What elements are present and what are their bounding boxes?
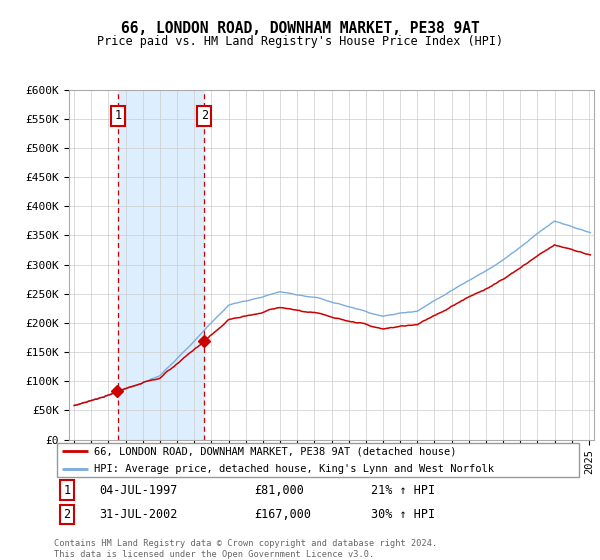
Text: 2: 2: [64, 508, 71, 521]
Bar: [118, 90, 204, 440]
Text: 30% ↑ HPI: 30% ↑ HPI: [371, 508, 435, 521]
Text: 1: 1: [114, 109, 121, 122]
Text: 2: 2: [200, 109, 208, 122]
Text: 1: 1: [64, 484, 71, 497]
Text: 04-JUL-1997: 04-JUL-1997: [99, 484, 177, 497]
Text: Contains HM Land Registry data © Crown copyright and database right 2024.
This d: Contains HM Land Registry data © Crown c…: [54, 539, 437, 559]
Text: Price paid vs. HM Land Registry's House Price Index (HPI): Price paid vs. HM Land Registry's House …: [97, 35, 503, 48]
Text: HPI: Average price, detached house, King's Lynn and West Norfolk: HPI: Average price, detached house, King…: [94, 464, 494, 474]
FancyBboxPatch shape: [56, 442, 580, 477]
Text: 66, LONDON ROAD, DOWNHAM MARKET, PE38 9AT (detached house): 66, LONDON ROAD, DOWNHAM MARKET, PE38 9A…: [94, 446, 456, 456]
Text: 21% ↑ HPI: 21% ↑ HPI: [371, 484, 435, 497]
Text: 31-JUL-2002: 31-JUL-2002: [99, 508, 177, 521]
Text: £81,000: £81,000: [254, 484, 305, 497]
Text: 66, LONDON ROAD, DOWNHAM MARKET, PE38 9AT: 66, LONDON ROAD, DOWNHAM MARKET, PE38 9A…: [121, 21, 479, 36]
Text: £167,000: £167,000: [254, 508, 311, 521]
